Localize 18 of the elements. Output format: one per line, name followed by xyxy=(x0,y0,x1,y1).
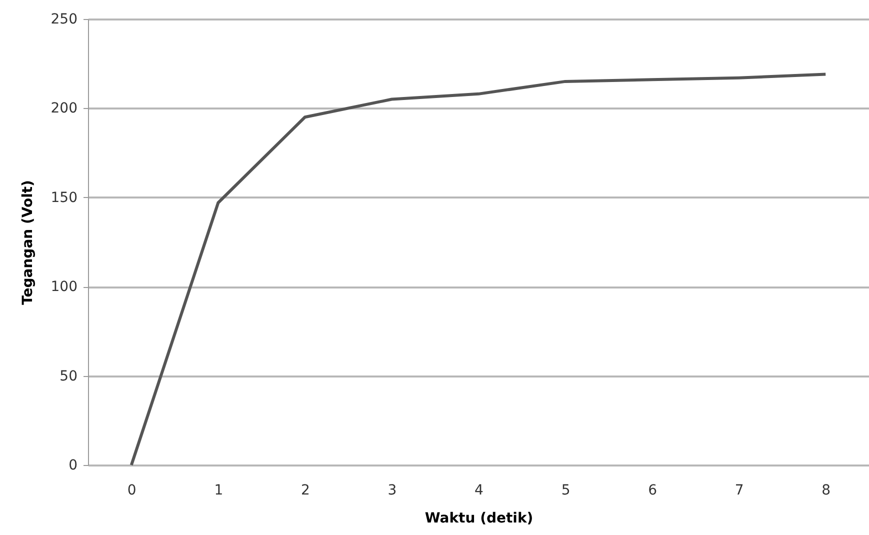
y-axis-title: Tegangan (Volt) xyxy=(20,180,36,305)
y-tick-label: 100 xyxy=(50,279,78,296)
y-tick-label: 0 xyxy=(68,458,78,474)
x-axis-title: Waktu (detik) xyxy=(424,510,534,526)
x-tick-label: 7 xyxy=(734,482,744,498)
x-tick-label: 2 xyxy=(300,482,310,498)
line-series xyxy=(130,72,828,466)
x-tick-label: 5 xyxy=(561,482,570,498)
y-tick-label: 50 xyxy=(60,368,78,384)
x-tick-label: 4 xyxy=(474,482,484,498)
x-tick-label: 3 xyxy=(388,482,397,498)
x-tick-label: 6 xyxy=(648,482,658,498)
y-tick-label: 200 xyxy=(50,100,78,117)
x-tick-label: 8 xyxy=(822,482,831,498)
y-tick-label: 250 xyxy=(50,12,78,28)
y-tick-label: 150 xyxy=(50,190,78,206)
x-tick-label: 0 xyxy=(127,482,136,498)
x-tick-label: 1 xyxy=(214,482,224,498)
